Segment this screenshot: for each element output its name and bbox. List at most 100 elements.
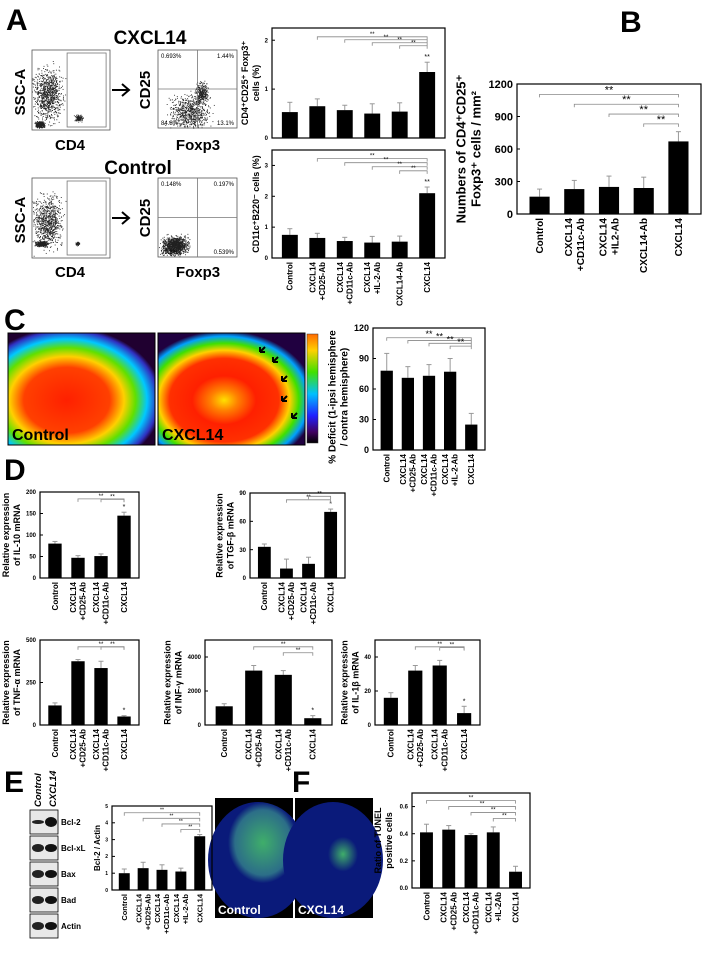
bar <box>392 242 408 258</box>
x-tick-label: CXCL14+CD11c-Ab <box>462 891 481 934</box>
x-tick-label: CXCL14+CD25-Ab <box>277 581 296 620</box>
bracket-label: ** <box>296 648 301 654</box>
bracket-label: ** <box>457 337 465 347</box>
y-tick-label: 100 <box>26 533 37 539</box>
bar <box>487 832 500 888</box>
y-tick-label: 40 <box>364 655 371 661</box>
x-tick-label: CXCL14 <box>309 728 318 759</box>
quadrant-percentage: 99.1% <box>161 250 179 256</box>
x-tick-label: CXCL14-Ab <box>639 218 650 273</box>
y-axis-label: Relative expression <box>1 493 11 578</box>
x-tick-label: Control <box>51 582 60 610</box>
x-tick-label: CXCL14+CD25-Ab <box>134 893 152 930</box>
x-tick-label-line: CXCL14 <box>134 893 143 923</box>
bar <box>245 671 262 725</box>
x-tick-label: CXCL14+CD25-Ab <box>245 728 264 767</box>
y-tick-label: 2 <box>105 854 108 860</box>
x-tick-label-line: +CD25-Ab <box>79 729 88 768</box>
x-tick-label: CXCL14 <box>120 581 129 612</box>
bracket-label: ** <box>397 162 402 168</box>
x-tick-label-line: CXCL14 <box>420 453 429 484</box>
y-tick-label: 2 <box>265 38 269 44</box>
x-tick-label: CXCL14 <box>460 728 469 759</box>
flow-control-title: Control <box>104 158 172 179</box>
bracket-label: ** <box>110 642 115 648</box>
bar <box>509 872 522 888</box>
bar <box>408 671 422 725</box>
bracket-label: ** <box>447 334 455 344</box>
flow-cxcl14-title: CXCL14 <box>114 28 187 49</box>
x-tick-label: CXCL14+IL-2-Ab <box>363 261 382 294</box>
y-tick-label: 0 <box>243 576 247 582</box>
y-axis-label: Relative expression <box>215 493 225 578</box>
x-tick-label: CXCL14 <box>120 728 129 759</box>
y-tick-label: 0.4 <box>400 832 409 838</box>
panel-label-a: A <box>6 4 28 37</box>
x-tick-label: CXCL14+CD11c-Ab <box>564 218 587 272</box>
bracket-label: ** <box>179 819 183 825</box>
x-tick-label-line: +CD11c-Ab <box>284 729 293 772</box>
x-tick-label: CXCL14+CD11c-Ab <box>274 728 293 771</box>
bar <box>48 544 61 578</box>
y-axis-label: Relative expression <box>1 640 11 725</box>
x-tick-label: CXCL14+CD11c-Ab <box>336 261 355 304</box>
x-tick-label-line: CXCL14 <box>406 728 415 759</box>
bar <box>457 713 471 725</box>
x-tick-label: CXCL14+CD11c-Ab <box>153 893 171 934</box>
bar <box>138 868 149 890</box>
x-tick-label-line: +CD25-Ab <box>254 729 263 768</box>
bar <box>71 558 84 578</box>
x-tick-label-line: CXCL14 <box>308 261 317 292</box>
x-tick-label-line: CXCL14 <box>336 261 345 292</box>
tunel-cxcl14-label: CXCL14 <box>298 903 344 917</box>
bar <box>433 666 447 726</box>
flow-plot-ssc-cd4-cxcl14 <box>32 50 110 130</box>
x-tick-label: CXCL14 <box>674 218 685 257</box>
foxp3-axis-label: Foxp3 <box>176 264 220 281</box>
bracket-label: ** <box>160 808 164 814</box>
ssc-axis-label: SSC-A <box>12 196 29 243</box>
y-tick-label: 150 <box>26 512 37 518</box>
bracket-label: ** <box>502 814 507 820</box>
x-tick-label: Control <box>220 729 229 757</box>
y-axis-label: Relative expression <box>340 640 350 725</box>
cd4-axis-label: CD4 <box>55 264 86 281</box>
x-tick-label: CXCL14+CD25-Ab <box>69 581 88 620</box>
y-tick-label: 600 <box>495 144 513 156</box>
x-tick-label: CXCL14 <box>511 891 520 922</box>
x-tick-label-line: CXCL14 <box>153 893 162 923</box>
x-tick-label: Control <box>387 729 396 757</box>
x-tick-label: CXCL14 <box>467 453 476 484</box>
y-tick-label: 2000 <box>188 689 202 695</box>
color-scale-bar <box>307 334 318 443</box>
blot-lane-label: Control <box>33 773 44 807</box>
bracket-label: ** <box>110 494 115 500</box>
x-tick-label: CXCL14+CD11c-Ab <box>431 728 450 771</box>
bar <box>258 547 271 578</box>
y-tick-label: 1 <box>265 225 269 231</box>
y-tick-label: 0.2 <box>400 859 409 865</box>
x-tick-label: CXCL14 <box>423 261 432 292</box>
panel-label-e: E <box>4 766 24 799</box>
x-tick-label-line: CXCL14 <box>92 581 101 612</box>
x-tick-label-line: +CD25-Ab <box>318 262 327 301</box>
x-tick-label-line: CXCL14 <box>172 893 181 923</box>
y-tick-label: 0.0 <box>400 886 409 892</box>
bracket-label: ** <box>317 491 322 497</box>
y-tick-label: 50 <box>29 555 36 561</box>
y-tick-label: 200 <box>26 490 37 496</box>
bracket-label: ** <box>411 166 416 172</box>
cd25-axis-label: CD25 <box>137 71 154 109</box>
x-tick-label-line: +CD25-Ab <box>287 582 296 621</box>
bar <box>381 371 393 450</box>
x-tick-label-line: +CD11c-Ab <box>309 582 318 625</box>
plot-frame <box>272 150 445 258</box>
x-tick-label-line: +CD25-Ab <box>79 582 88 621</box>
x-tick-label: CXCL14 <box>195 893 204 923</box>
x-tick-label: CXCL14+CD11c-Ab <box>300 581 319 624</box>
